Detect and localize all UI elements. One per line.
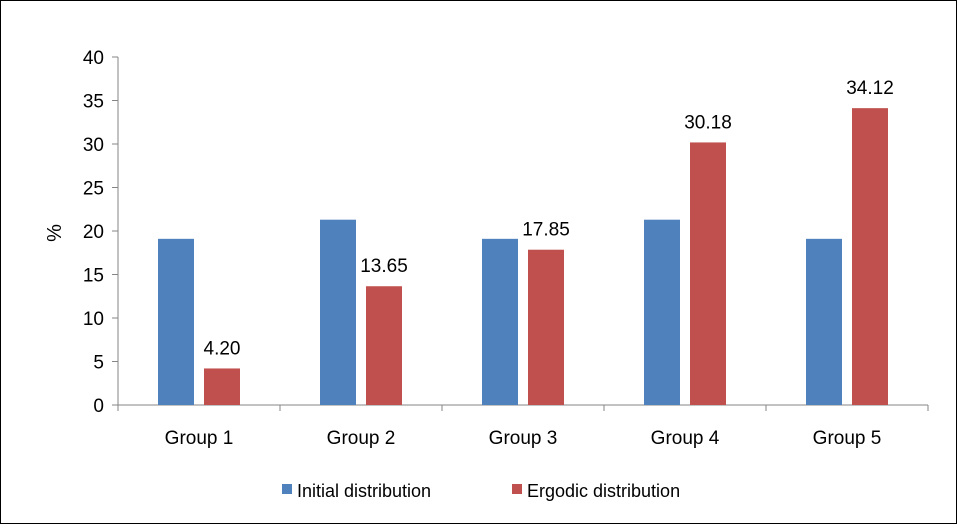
data-label: 17.85 <box>522 220 570 241</box>
x-category-label: Group 3 <box>489 428 558 449</box>
y-tick-label: 0 <box>93 396 104 417</box>
y-tick-label: 5 <box>93 353 104 374</box>
bar <box>320 219 356 405</box>
bar <box>528 249 564 405</box>
x-category-label: Group 5 <box>813 428 882 449</box>
y-tick-label: 40 <box>83 48 104 69</box>
legend-swatch <box>512 484 522 494</box>
data-label: 34.12 <box>846 78 894 99</box>
legend: Initial distribution Ergodic distribution <box>282 481 680 501</box>
data-labels: 4.20 13.65 17.85 30.18 34.12 <box>204 78 894 359</box>
axes: 0 5 10 15 20 25 30 35 40 Group 1 Group 2 Group 3 Gro… <box>83 48 929 449</box>
legend-swatch <box>282 484 292 494</box>
x-category-label: Group 4 <box>651 428 720 449</box>
bar <box>806 238 842 405</box>
bar <box>158 238 194 405</box>
y-tick-label: 25 <box>83 179 104 200</box>
y-tick-label: 10 <box>83 309 104 330</box>
y-tick-label: 30 <box>83 135 104 156</box>
data-label: 4.20 <box>204 338 241 359</box>
data-label: 13.65 <box>360 256 408 277</box>
bar <box>204 368 240 405</box>
x-category-label: Group 1 <box>165 428 234 449</box>
y-tick-label: 20 <box>83 222 104 243</box>
bar <box>644 219 680 405</box>
x-category-label: Group 2 <box>327 428 396 449</box>
bars <box>158 108 888 405</box>
y-tick-label: 15 <box>83 266 104 287</box>
y-tick-label: 35 <box>83 92 104 113</box>
legend-label: Initial distribution <box>297 481 431 501</box>
bar <box>482 238 518 405</box>
bar <box>690 142 726 405</box>
y-axis-label: % <box>44 224 66 242</box>
legend-label: Ergodic distribution <box>527 481 680 501</box>
bar <box>852 108 888 405</box>
bar <box>366 286 402 405</box>
data-label: 30.18 <box>684 112 732 133</box>
